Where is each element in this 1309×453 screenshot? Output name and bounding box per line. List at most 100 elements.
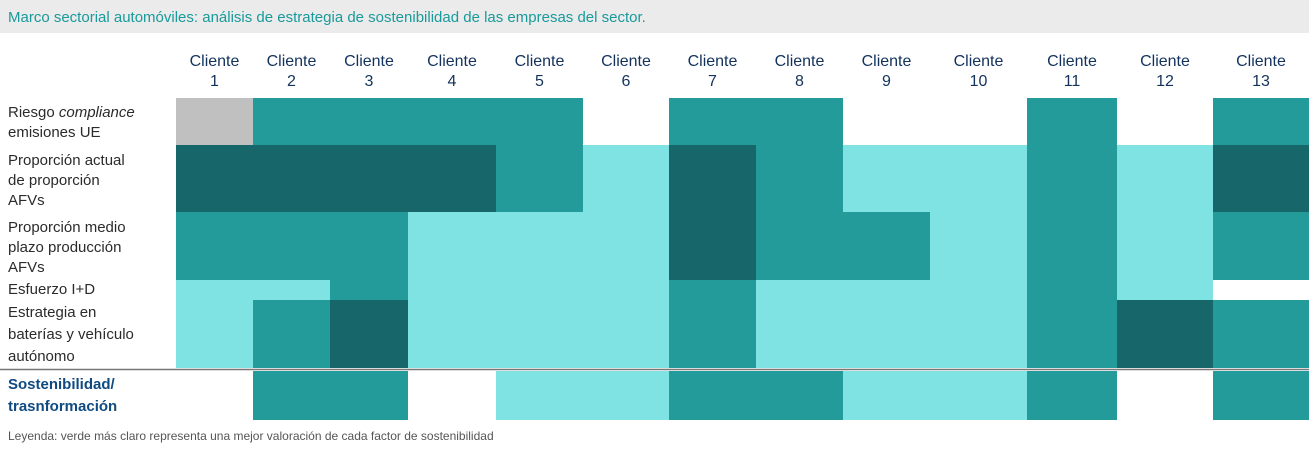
summary-cell xyxy=(583,371,669,420)
column-header: 10 xyxy=(970,73,988,90)
summary-cell xyxy=(1117,371,1213,420)
column-header: 3 xyxy=(365,73,374,90)
column-header: 13 xyxy=(1252,73,1270,90)
cell xyxy=(253,280,330,300)
column-header: 7 xyxy=(708,73,717,90)
row-label: Proporción actual xyxy=(8,152,125,169)
cell xyxy=(756,98,843,145)
summary-cell xyxy=(1213,371,1309,420)
cell xyxy=(843,300,930,368)
cell xyxy=(408,145,496,212)
cell xyxy=(330,280,408,300)
column-header: 12 xyxy=(1156,73,1174,90)
column-header: Cliente xyxy=(1236,53,1286,70)
summary-cell xyxy=(496,371,583,420)
column-header: 8 xyxy=(795,73,804,90)
cell xyxy=(496,145,583,212)
cell xyxy=(1117,300,1213,368)
cell xyxy=(408,212,496,280)
summary-cell xyxy=(756,371,843,420)
column-header: 9 xyxy=(882,73,891,90)
cell xyxy=(176,280,253,300)
row-label: AFVs xyxy=(8,192,45,209)
row-label: emisiones UE xyxy=(8,124,101,141)
summary-cell xyxy=(330,371,408,420)
column-header: Cliente xyxy=(190,53,240,70)
cell xyxy=(1213,98,1309,145)
cell xyxy=(1213,212,1309,280)
column-header: Cliente xyxy=(1140,53,1190,70)
cell xyxy=(1117,280,1213,300)
cell xyxy=(330,145,408,212)
summary-cell xyxy=(930,371,1027,420)
title: Marco sectorial automóviles: análisis de… xyxy=(8,9,646,26)
summary-label: trasnformación xyxy=(8,398,117,415)
cell xyxy=(1117,145,1213,212)
row-label: plazo producción xyxy=(8,239,121,256)
column-header: 5 xyxy=(535,73,544,90)
title-bar xyxy=(0,0,1309,33)
cell xyxy=(669,212,756,280)
cell xyxy=(1027,145,1117,212)
cell xyxy=(1213,300,1309,368)
cell xyxy=(176,212,253,280)
column-header: Cliente xyxy=(601,53,651,70)
row-label: de proporción xyxy=(8,172,100,189)
summary-cell xyxy=(253,371,330,420)
summary-cell xyxy=(176,371,253,420)
cell xyxy=(253,98,330,145)
cell xyxy=(253,145,330,212)
cell xyxy=(583,212,669,280)
cell xyxy=(1213,280,1309,300)
cell xyxy=(1027,280,1117,300)
cell xyxy=(330,212,408,280)
summary-cell xyxy=(408,371,496,420)
cell xyxy=(496,212,583,280)
cell xyxy=(930,300,1027,368)
cell xyxy=(756,145,843,212)
cell xyxy=(930,145,1027,212)
cell xyxy=(176,145,253,212)
cell xyxy=(1027,300,1117,368)
cell xyxy=(408,98,496,145)
cell xyxy=(583,98,669,145)
row-label: baterías y vehículo xyxy=(8,326,134,343)
cell xyxy=(843,145,930,212)
summary-cell xyxy=(669,371,756,420)
row-labels: Riesgo compliance emisiones UE xyxy=(8,104,135,141)
cell xyxy=(496,280,583,300)
cell xyxy=(843,280,930,300)
column-header: Cliente xyxy=(862,53,912,70)
row-label: Esfuerzo I+D xyxy=(8,281,95,298)
row-label: Proporción medio xyxy=(8,219,126,236)
column-header: 4 xyxy=(448,73,457,90)
cell xyxy=(176,98,253,145)
column-header: Cliente xyxy=(688,53,738,70)
column-header: Cliente xyxy=(775,53,825,70)
cell xyxy=(408,280,496,300)
row-label: Riesgo compliance xyxy=(8,104,135,121)
cell xyxy=(930,98,1027,145)
cell xyxy=(930,212,1027,280)
cell xyxy=(669,300,756,368)
cell xyxy=(253,212,330,280)
cell xyxy=(583,145,669,212)
column-header: Cliente xyxy=(344,53,394,70)
cell xyxy=(330,300,408,368)
cell xyxy=(669,145,756,212)
cell xyxy=(253,300,330,368)
cell xyxy=(930,280,1027,300)
row-label: AFVs xyxy=(8,259,45,276)
cell xyxy=(1027,212,1117,280)
label-part: Riesgo xyxy=(8,104,55,121)
row-label: autónomo xyxy=(8,348,75,365)
cell xyxy=(669,280,756,300)
column-header: 6 xyxy=(622,73,631,90)
cell xyxy=(583,280,669,300)
cell xyxy=(583,300,669,368)
cell xyxy=(1117,98,1213,145)
summary-cell xyxy=(843,371,930,420)
column-header: Cliente xyxy=(267,53,317,70)
cell xyxy=(1027,98,1117,145)
cell xyxy=(330,98,408,145)
